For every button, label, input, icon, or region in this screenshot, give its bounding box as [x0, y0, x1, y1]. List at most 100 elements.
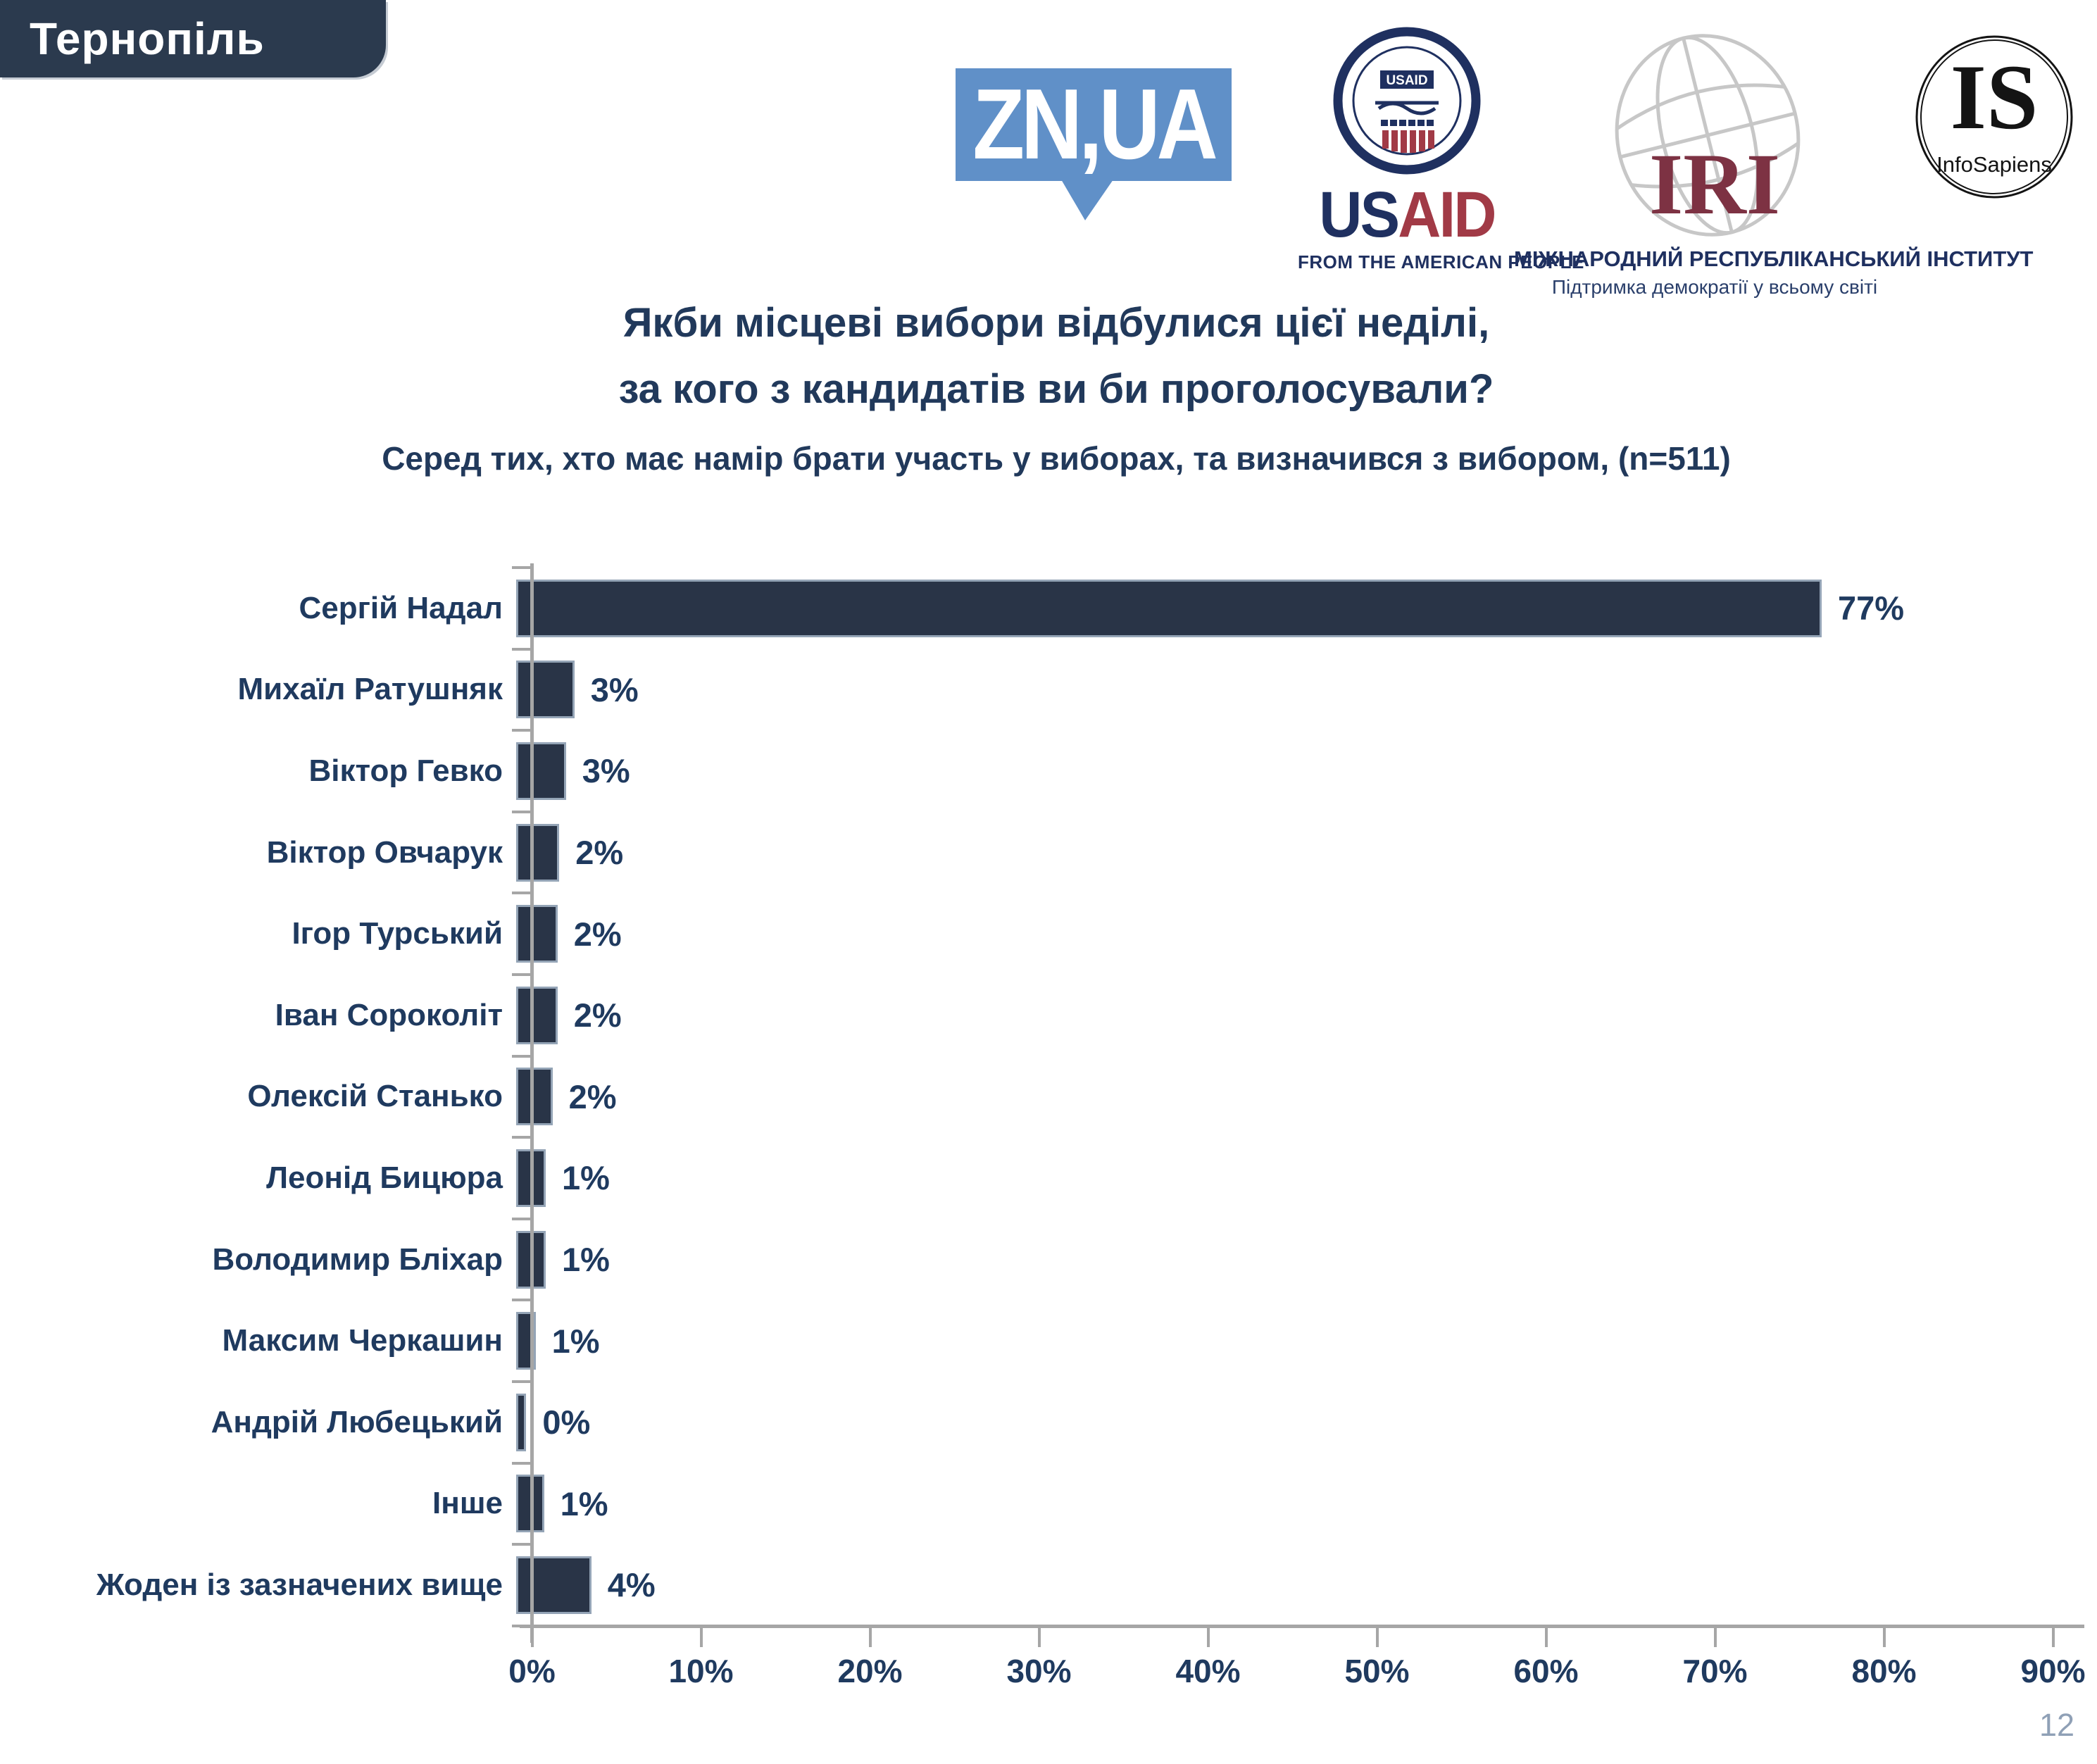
value-label: 3%: [582, 752, 630, 790]
category-label: Михаїл Ратушняк: [237, 672, 503, 707]
y-axis-line: [530, 563, 534, 1643]
chart-row: Володимир Бліхар 1%: [42, 1219, 2063, 1301]
x-axis-tick-label: 0%: [508, 1653, 556, 1689]
iri-globe-icon: [1615, 34, 1801, 237]
value-label: 1%: [562, 1241, 610, 1279]
bar: [516, 1556, 591, 1614]
value-label: 1%: [562, 1159, 610, 1197]
value-label: 0%: [542, 1403, 591, 1441]
bar: [516, 742, 566, 800]
value-label: 2%: [568, 1077, 617, 1115]
x-axis-tick: [868, 1628, 872, 1647]
x-axis-tick: [530, 1628, 534, 1647]
x-axis-tick-label: 60%: [1513, 1653, 1579, 1689]
x-axis-tick-label: 40%: [1175, 1653, 1241, 1689]
bar: [516, 1068, 553, 1126]
bar-area: 4%: [516, 1544, 2063, 1626]
chart-row: Сергій Надал 77%: [42, 568, 2063, 649]
chart-row: Ігор Турський 2%: [42, 893, 2063, 975]
y-axis-tick: [512, 1380, 530, 1383]
x-axis-tick: [1544, 1628, 1548, 1647]
chart-title-line2: за кого з кандидатів ви би проголосували…: [618, 366, 1494, 412]
category-label: Жоден із зазначених вище: [96, 1567, 503, 1602]
page-number: 12: [2039, 1707, 2074, 1743]
x-axis-tick-label: 80%: [1851, 1653, 1917, 1689]
category-label: Ігор Турський: [292, 916, 503, 951]
region-badge: Тернопіль: [0, 0, 386, 77]
category-label: Сергій Надал: [299, 590, 503, 625]
iri-slogan-line: Підтримка демократії у всьому світі: [1551, 276, 1878, 298]
bar-area: 2%: [516, 975, 2063, 1056]
x-axis-tick: [1037, 1628, 1041, 1647]
bar: [515, 823, 560, 882]
x-axis-tick-label: 30%: [1006, 1653, 1072, 1689]
chart-row: Інше 1%: [42, 1463, 2063, 1545]
category-label: Інше: [432, 1486, 503, 1521]
x-axis-tick: [1713, 1628, 1717, 1647]
x-axis-tick: [1882, 1628, 1886, 1647]
region-badge-label: Тернопіль: [30, 13, 265, 64]
y-axis-tick: [512, 892, 530, 895]
usaid-logo: USAID USAID FROM THE AMERICAN PEOPLE: [1298, 27, 1584, 273]
y-axis-tick: [512, 973, 530, 976]
chart-row: Максим Черкашин 1%: [42, 1300, 2063, 1382]
bar-area: 3%: [516, 649, 2063, 731]
y-axis-tick: [512, 810, 530, 813]
x-axis-tick-label: 50%: [1344, 1653, 1410, 1689]
y-axis-tick: [512, 1136, 530, 1139]
bar-area: 1%: [516, 1219, 2063, 1301]
bar-area: 1%: [516, 1463, 2063, 1545]
category-label: Володимир Бліхар: [212, 1241, 503, 1277]
znua-speech-tail-icon: [1061, 180, 1113, 220]
value-label: 1%: [560, 1484, 608, 1522]
svg-text:USAID: USAID: [1386, 73, 1427, 88]
value-label: 3%: [590, 670, 639, 708]
bar: [516, 579, 1822, 637]
y-axis-tick: [512, 1217, 530, 1220]
x-axis-line: [520, 1625, 2084, 1628]
bar-area: 77%: [516, 568, 2063, 649]
iri-logo: IRI МІЖНАРОДНИЙ РЕСПУБЛІКАНСЬКИЙ ІНСТИТУ…: [1514, 30, 2033, 299]
y-axis-tick: [512, 1543, 530, 1546]
usaid-wordmark-aid: AID: [1398, 179, 1496, 251]
infosapiens-name: InfoSapiens: [1936, 152, 2052, 177]
bar: [515, 1393, 527, 1451]
infosapiens-logo: IS InfoSapiens: [1911, 31, 2077, 203]
value-label: 2%: [575, 834, 624, 872]
bar-area: 3%: [516, 730, 2063, 812]
x-axis-tick: [1206, 1628, 1210, 1647]
chart-row: Жоден із зазначених вище 4%: [42, 1544, 2063, 1626]
usaid-wordmark: USAID: [1306, 182, 1507, 247]
usaid-seal-icon: USAID: [1333, 27, 1481, 175]
value-label: 2%: [573, 915, 622, 953]
category-label: Олексій Станько: [247, 1079, 503, 1114]
bar-area: 2%: [516, 1056, 2063, 1138]
chart-row: Олексій Станько 2%: [42, 1056, 2063, 1138]
category-label: Андрій Любецький: [211, 1404, 503, 1439]
chart-row: Віктор Овчарук 2%: [42, 812, 2063, 894]
chart-subtitle: Серед тих, хто має намір брати участь у …: [382, 440, 1731, 477]
usaid-tagline: FROM THE AMERICAN PEOPLE: [1298, 251, 1584, 273]
y-axis-tick: [512, 566, 530, 569]
chart-title: Якби місцеві вибори відбулися цієї неділ…: [99, 290, 2014, 423]
value-label: 1%: [551, 1322, 600, 1360]
chart-row: Віктор Гевко 3%: [42, 730, 2063, 812]
category-label: Віктор Гевко: [308, 753, 503, 788]
x-axis-tick: [2051, 1628, 2055, 1647]
bar-area: 0%: [515, 1382, 2063, 1463]
x-axis-tick: [699, 1628, 703, 1647]
bar: [516, 661, 575, 719]
value-label: 2%: [573, 996, 622, 1034]
bar-area: 2%: [515, 812, 2063, 894]
y-axis-tick: [512, 729, 530, 732]
bar-area: 1%: [516, 1300, 2063, 1382]
infosapiens-ring-icon: [1915, 35, 2073, 199]
bar-chart: Сергій Надал 77% Михаїл Ратушняк 3% Віктор Г…: [42, 568, 2063, 1626]
value-label: 77%: [1838, 589, 1905, 627]
y-axis-tick: [512, 1461, 530, 1465]
bar: [516, 1475, 544, 1533]
bar: [516, 986, 558, 1044]
chart-row: Михаїл Ратушняк 3%: [42, 649, 2063, 731]
x-axis-tick-label: 70%: [1682, 1653, 1748, 1689]
